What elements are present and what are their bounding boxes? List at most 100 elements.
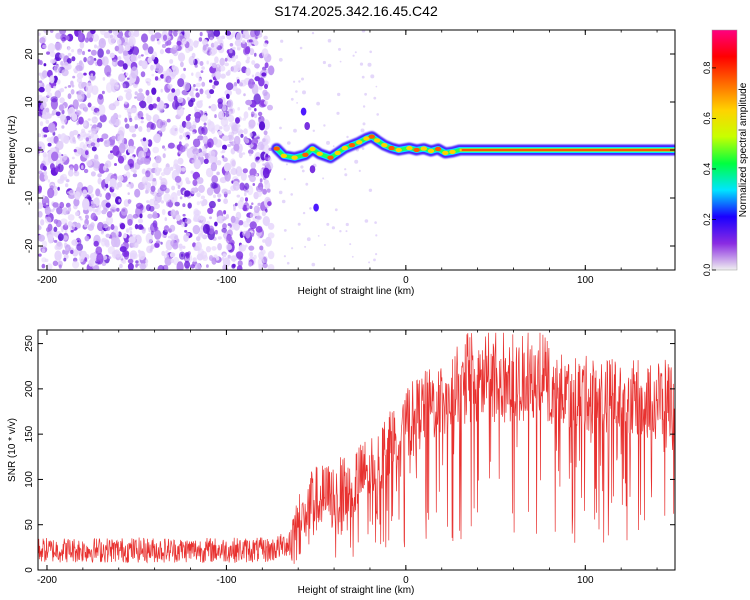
spectrogram-noise-blob — [181, 120, 187, 128]
spectrogram-noise-blob — [257, 111, 263, 117]
spectrogram-speckle — [290, 193, 294, 196]
spectrogram-noise-blob — [259, 99, 266, 107]
spectrogram-noise-blob — [219, 65, 226, 72]
spectrogram-noise-blob — [147, 213, 153, 219]
spectrogram-noise-blob — [141, 168, 146, 175]
spectrogram-noise-blob — [200, 114, 208, 123]
spectrogram-noise-blob — [185, 137, 188, 141]
spectrogram-noise-blob — [91, 85, 99, 95]
spectrogram-noise-blob — [202, 255, 209, 261]
spectrogram-noise-blob — [53, 185, 57, 190]
spectrogram-noise-blob — [59, 201, 65, 209]
spectrogram-noise-blob — [80, 218, 83, 221]
spectrogram-noise-blob — [186, 97, 190, 101]
spectrogram-noise-blob — [249, 152, 252, 157]
spectrogram-noise-blob — [179, 251, 186, 260]
spectrogram-noise-blob — [43, 30, 50, 34]
spectrogram-noise-blob — [80, 131, 87, 138]
spectrogram-noise-blob — [206, 30, 212, 35]
spectrogram-noise-blob — [156, 118, 163, 129]
spectrogram-noise-blob — [265, 208, 268, 213]
spectrogram-side-blob — [304, 122, 311, 130]
spectrogram-speckle — [336, 111, 340, 115]
spectrogram-noise-blob — [117, 56, 122, 61]
spectrogram-noise-blob — [237, 199, 244, 210]
spectrogram-noise-blob — [78, 60, 83, 66]
spectrogram-noise-blob — [38, 86, 45, 93]
trace-hot-spot — [442, 150, 449, 156]
spectrogram-noise-blob — [117, 44, 124, 54]
spectrogram-noise-blob — [198, 152, 204, 158]
spectrogram-noise-blob — [177, 30, 181, 33]
spectrogram-y-tick-label: 20 — [24, 48, 35, 60]
spectrogram-speckle — [361, 75, 365, 79]
spectrogram-noise-blob — [190, 97, 196, 103]
spectrogram-noise-blob — [74, 191, 81, 200]
spectrogram-noise-blob — [222, 223, 227, 230]
spectrogram-noise-blob — [263, 100, 269, 105]
spectrogram-noise-blob — [49, 185, 54, 190]
spectrogram-noise-blob — [251, 83, 259, 95]
spectrogram-noise-blob — [214, 124, 221, 131]
spectrogram-speckle — [301, 169, 305, 173]
spectrogram-noise-blob — [192, 179, 198, 186]
spectrogram-noise-blob — [205, 43, 209, 47]
spectrogram-noise-blob — [111, 237, 118, 248]
spectrogram-noise-blob — [142, 137, 147, 142]
trace-hot-spot — [356, 140, 363, 145]
spectrogram-noise-blob — [244, 192, 247, 197]
spectrogram-noise-blob — [170, 239, 177, 247]
spectrogram-noise-blob — [101, 229, 105, 233]
spectrogram-noise-blob — [233, 205, 236, 210]
spectrogram-noise-blob — [125, 72, 129, 76]
spectrogram-noise-blob — [263, 130, 268, 136]
spectrogram-noise-blob — [68, 189, 76, 196]
spectrogram-noise-blob — [40, 104, 44, 110]
spectrogram-noise-blob — [191, 95, 195, 99]
spectrogram-noise-blob — [210, 162, 218, 172]
trace-hot-spot — [413, 147, 420, 153]
spectrogram-noise-blob — [38, 94, 43, 101]
spectrogram-noise-blob — [256, 146, 260, 149]
spectrogram-noise-blob — [201, 66, 205, 70]
spectrogram-noise-blob — [211, 62, 217, 69]
spectrogram-noise-blob — [77, 95, 83, 100]
spectrogram-noise-blob — [90, 124, 93, 126]
spectrogram-noise-blob — [82, 121, 87, 127]
spectrogram-noise-blob — [117, 175, 124, 182]
spectrogram-noise-blob — [127, 199, 132, 204]
snr-y-axis: 0 50 100 150 200 250 — [24, 335, 675, 573]
spectrogram-noise-blob — [177, 157, 184, 165]
spectrogram-noise-blob — [195, 92, 200, 98]
spectrogram-noise-blob — [139, 263, 147, 270]
spectrogram-noise-blob — [227, 114, 235, 123]
spectrogram-speckle — [344, 168, 347, 171]
spectrogram-noise-blob — [246, 56, 251, 60]
colorbar-label: Normalized spectral amplitude — [738, 82, 749, 217]
spectrogram-noise-blob — [262, 216, 270, 226]
spectrogram-noise-blob — [62, 207, 68, 216]
spectrogram-noise-blob — [233, 207, 236, 211]
spectrogram-noise-blob — [50, 96, 58, 103]
spectrogram-noise-blob — [110, 204, 117, 210]
spectrogram-noise-blob — [174, 175, 182, 183]
spectrogram-noise-blob — [164, 256, 172, 266]
spectrogram-noise-blob — [134, 188, 141, 198]
spectrogram-noise-blob — [262, 188, 267, 195]
spectrogram-noise-blob — [147, 139, 153, 147]
spectrogram-speckle — [376, 113, 380, 116]
spectrogram-noise-blob — [267, 222, 275, 230]
spectrogram-noise-blob — [137, 126, 143, 132]
spectrogram-noise-blob — [67, 206, 72, 212]
trace-hot-spot — [291, 155, 298, 160]
spectrogram-noise-blob — [130, 66, 139, 79]
spectrogram-noise-blob — [192, 138, 201, 148]
colorbar-gradient — [712, 30, 737, 270]
trace-hot-spot — [363, 136, 370, 141]
spectrogram-noise-blob — [258, 77, 265, 87]
spectrogram-noise-blob — [124, 164, 130, 171]
snr-x-tick-label: -100 — [216, 575, 236, 586]
spectrogram-noise-blob — [184, 230, 188, 233]
spectrogram-noise-blob — [52, 260, 59, 267]
spectrogram-noise-blob — [157, 40, 161, 45]
